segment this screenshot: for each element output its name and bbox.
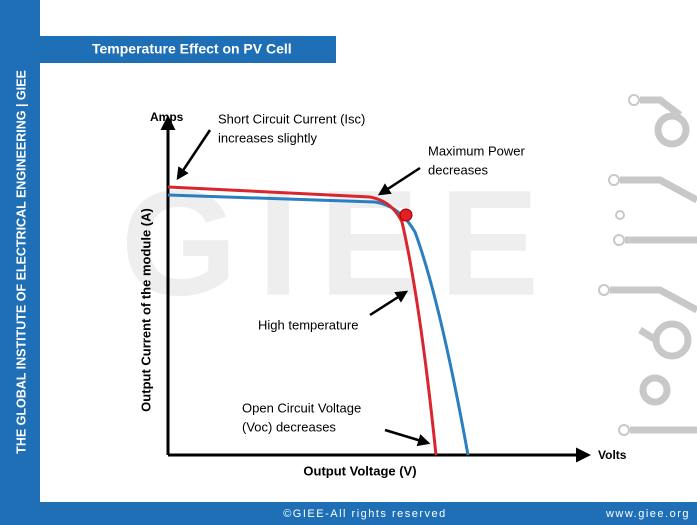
annotation: Open Circuit Voltage [242,400,361,415]
copyright: ©GIEE-All rights reserved [283,508,447,520]
annotation: increases slightly [218,130,317,145]
side-banner: THE GLOBAL INSTITUTE OF ELECTRICAL ENGIN… [14,70,28,454]
annotation: Maximum Power [428,143,525,158]
website: www.giee.org [605,508,690,520]
annotations: Short Circuit Current (Isc) increases sl… [218,111,525,434]
footer-bar [0,502,697,525]
max-power-point [399,208,413,222]
curve-high-temp [167,185,438,456]
side-strip [0,0,40,525]
annotation: decreases [428,162,488,177]
circuit-decoration [610,96,697,434]
title: Temperature Effect on PV Cell [92,41,292,57]
title-bar [40,36,336,63]
annotation: (Voc) decreases [242,419,336,434]
y-unit: Amps [150,110,184,124]
y-title: Output Current of the module (A) [138,208,153,412]
x-title: Output Voltage (V) [303,463,416,478]
annotation: Short Circuit Current (Isc) [218,111,365,126]
watermark: GIEE [121,159,559,327]
x-unit: Volts [598,448,627,462]
arrows [176,129,431,447]
circuit-nodes [598,94,640,436]
annotation: High temperature [258,317,358,332]
